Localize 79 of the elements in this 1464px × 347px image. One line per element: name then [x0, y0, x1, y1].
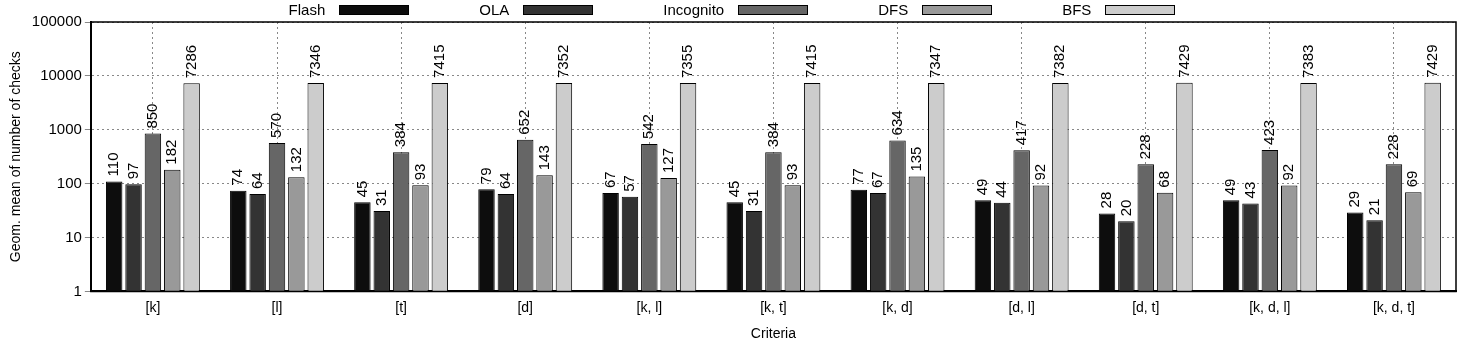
data-label: 77 — [848, 168, 866, 185]
data-label: 68 — [1155, 170, 1173, 188]
data-label: 57 — [620, 175, 638, 192]
legend-label: Flash — [288, 1, 326, 18]
legend-label: DFS — [878, 1, 909, 18]
data-label: 228 — [1135, 134, 1153, 160]
x-tick-label: [d, t] — [1132, 298, 1160, 315]
data-label: 93 — [782, 163, 800, 181]
data-label: 64 — [496, 172, 513, 190]
x-tick-label: [k, t] — [760, 298, 787, 315]
data-label: 7429 — [1422, 44, 1440, 78]
data-label: 44 — [992, 181, 1010, 198]
data-label: 652 — [515, 109, 533, 135]
data-label: 97 — [123, 162, 141, 180]
legend-label: Incognito — [663, 1, 725, 18]
data-label: 850 — [143, 103, 161, 129]
y-axis-title: Geom. mean of number of checks — [7, 51, 24, 263]
data-label: 49 — [973, 178, 991, 196]
data-label: 417 — [1011, 120, 1029, 146]
data-label: 135 — [907, 146, 925, 172]
data-label: 143 — [534, 145, 552, 171]
data-label: 79 — [476, 167, 494, 185]
y-tick-label: 10 — [65, 227, 82, 245]
data-label: 7415 — [429, 44, 447, 78]
x-tick-label: [k] — [145, 298, 161, 315]
data-label: 28 — [1097, 191, 1115, 209]
x-axis-title: Criteria — [750, 325, 797, 342]
data-label: 384 — [391, 122, 409, 148]
y-tick-label: 1 — [73, 281, 82, 299]
data-label: 7346 — [305, 44, 323, 79]
y-tick-label: 1000 — [48, 119, 82, 137]
data-label: 31 — [744, 189, 762, 207]
data-label: 127 — [658, 148, 676, 174]
data-label: 92 — [1031, 163, 1049, 181]
data-label: 49 — [1221, 178, 1239, 196]
data-label: 69 — [1403, 170, 1421, 188]
data-label: 132 — [286, 147, 304, 173]
x-tick-label: [d, l] — [1008, 298, 1035, 315]
data-label: 7415 — [802, 44, 820, 78]
x-tick-label: [t] — [395, 298, 407, 315]
data-label: 7429 — [1174, 44, 1192, 78]
data-label: 67 — [868, 171, 886, 189]
x-tick-label: [k, d] — [882, 298, 913, 315]
y-tick-label: 100000 — [31, 12, 82, 30]
y-tick-label: 10000 — [40, 66, 82, 84]
data-label: 31 — [371, 189, 389, 207]
data-label: 93 — [410, 163, 428, 181]
data-label: 634 — [887, 110, 905, 136]
data-label: 542 — [639, 114, 657, 140]
data-label: 7347 — [926, 44, 944, 79]
x-tick-label: [k, d, t] — [1372, 298, 1415, 315]
data-label: 43 — [1240, 181, 1258, 199]
x-tick-label: [k, d, l] — [1249, 298, 1291, 315]
data-label: 423 — [1259, 119, 1277, 145]
data-label: 45 — [724, 180, 742, 198]
data-label: 228 — [1384, 134, 1402, 160]
data-label: 64 — [247, 172, 265, 190]
data-label: 45 — [352, 180, 370, 198]
x-tick-label: [d] — [517, 298, 534, 315]
data-label: 7286 — [181, 44, 199, 79]
data-label: 182 — [162, 139, 180, 165]
y-tick-label: 100 — [56, 173, 82, 191]
data-label: 21 — [1364, 198, 1382, 216]
data-label: 7352 — [554, 44, 572, 79]
data-label: 67 — [600, 171, 618, 189]
data-label: 110 — [104, 152, 122, 177]
x-tick-label: [k, l] — [636, 298, 663, 315]
legend-label: OLA — [479, 1, 510, 18]
data-label: 384 — [763, 122, 781, 148]
data-label: 7382 — [1050, 44, 1068, 78]
legend-label: BFS — [1062, 1, 1092, 18]
data-label: 92 — [1279, 163, 1297, 181]
data-label: 74 — [228, 169, 246, 186]
data-label: 570 — [267, 112, 285, 138]
data-label: 7355 — [678, 44, 696, 79]
data-label: 20 — [1116, 199, 1134, 217]
data-label: 29 — [1345, 190, 1363, 208]
x-tick-label: [l] — [271, 298, 283, 315]
data-label: 7383 — [1298, 44, 1316, 78]
